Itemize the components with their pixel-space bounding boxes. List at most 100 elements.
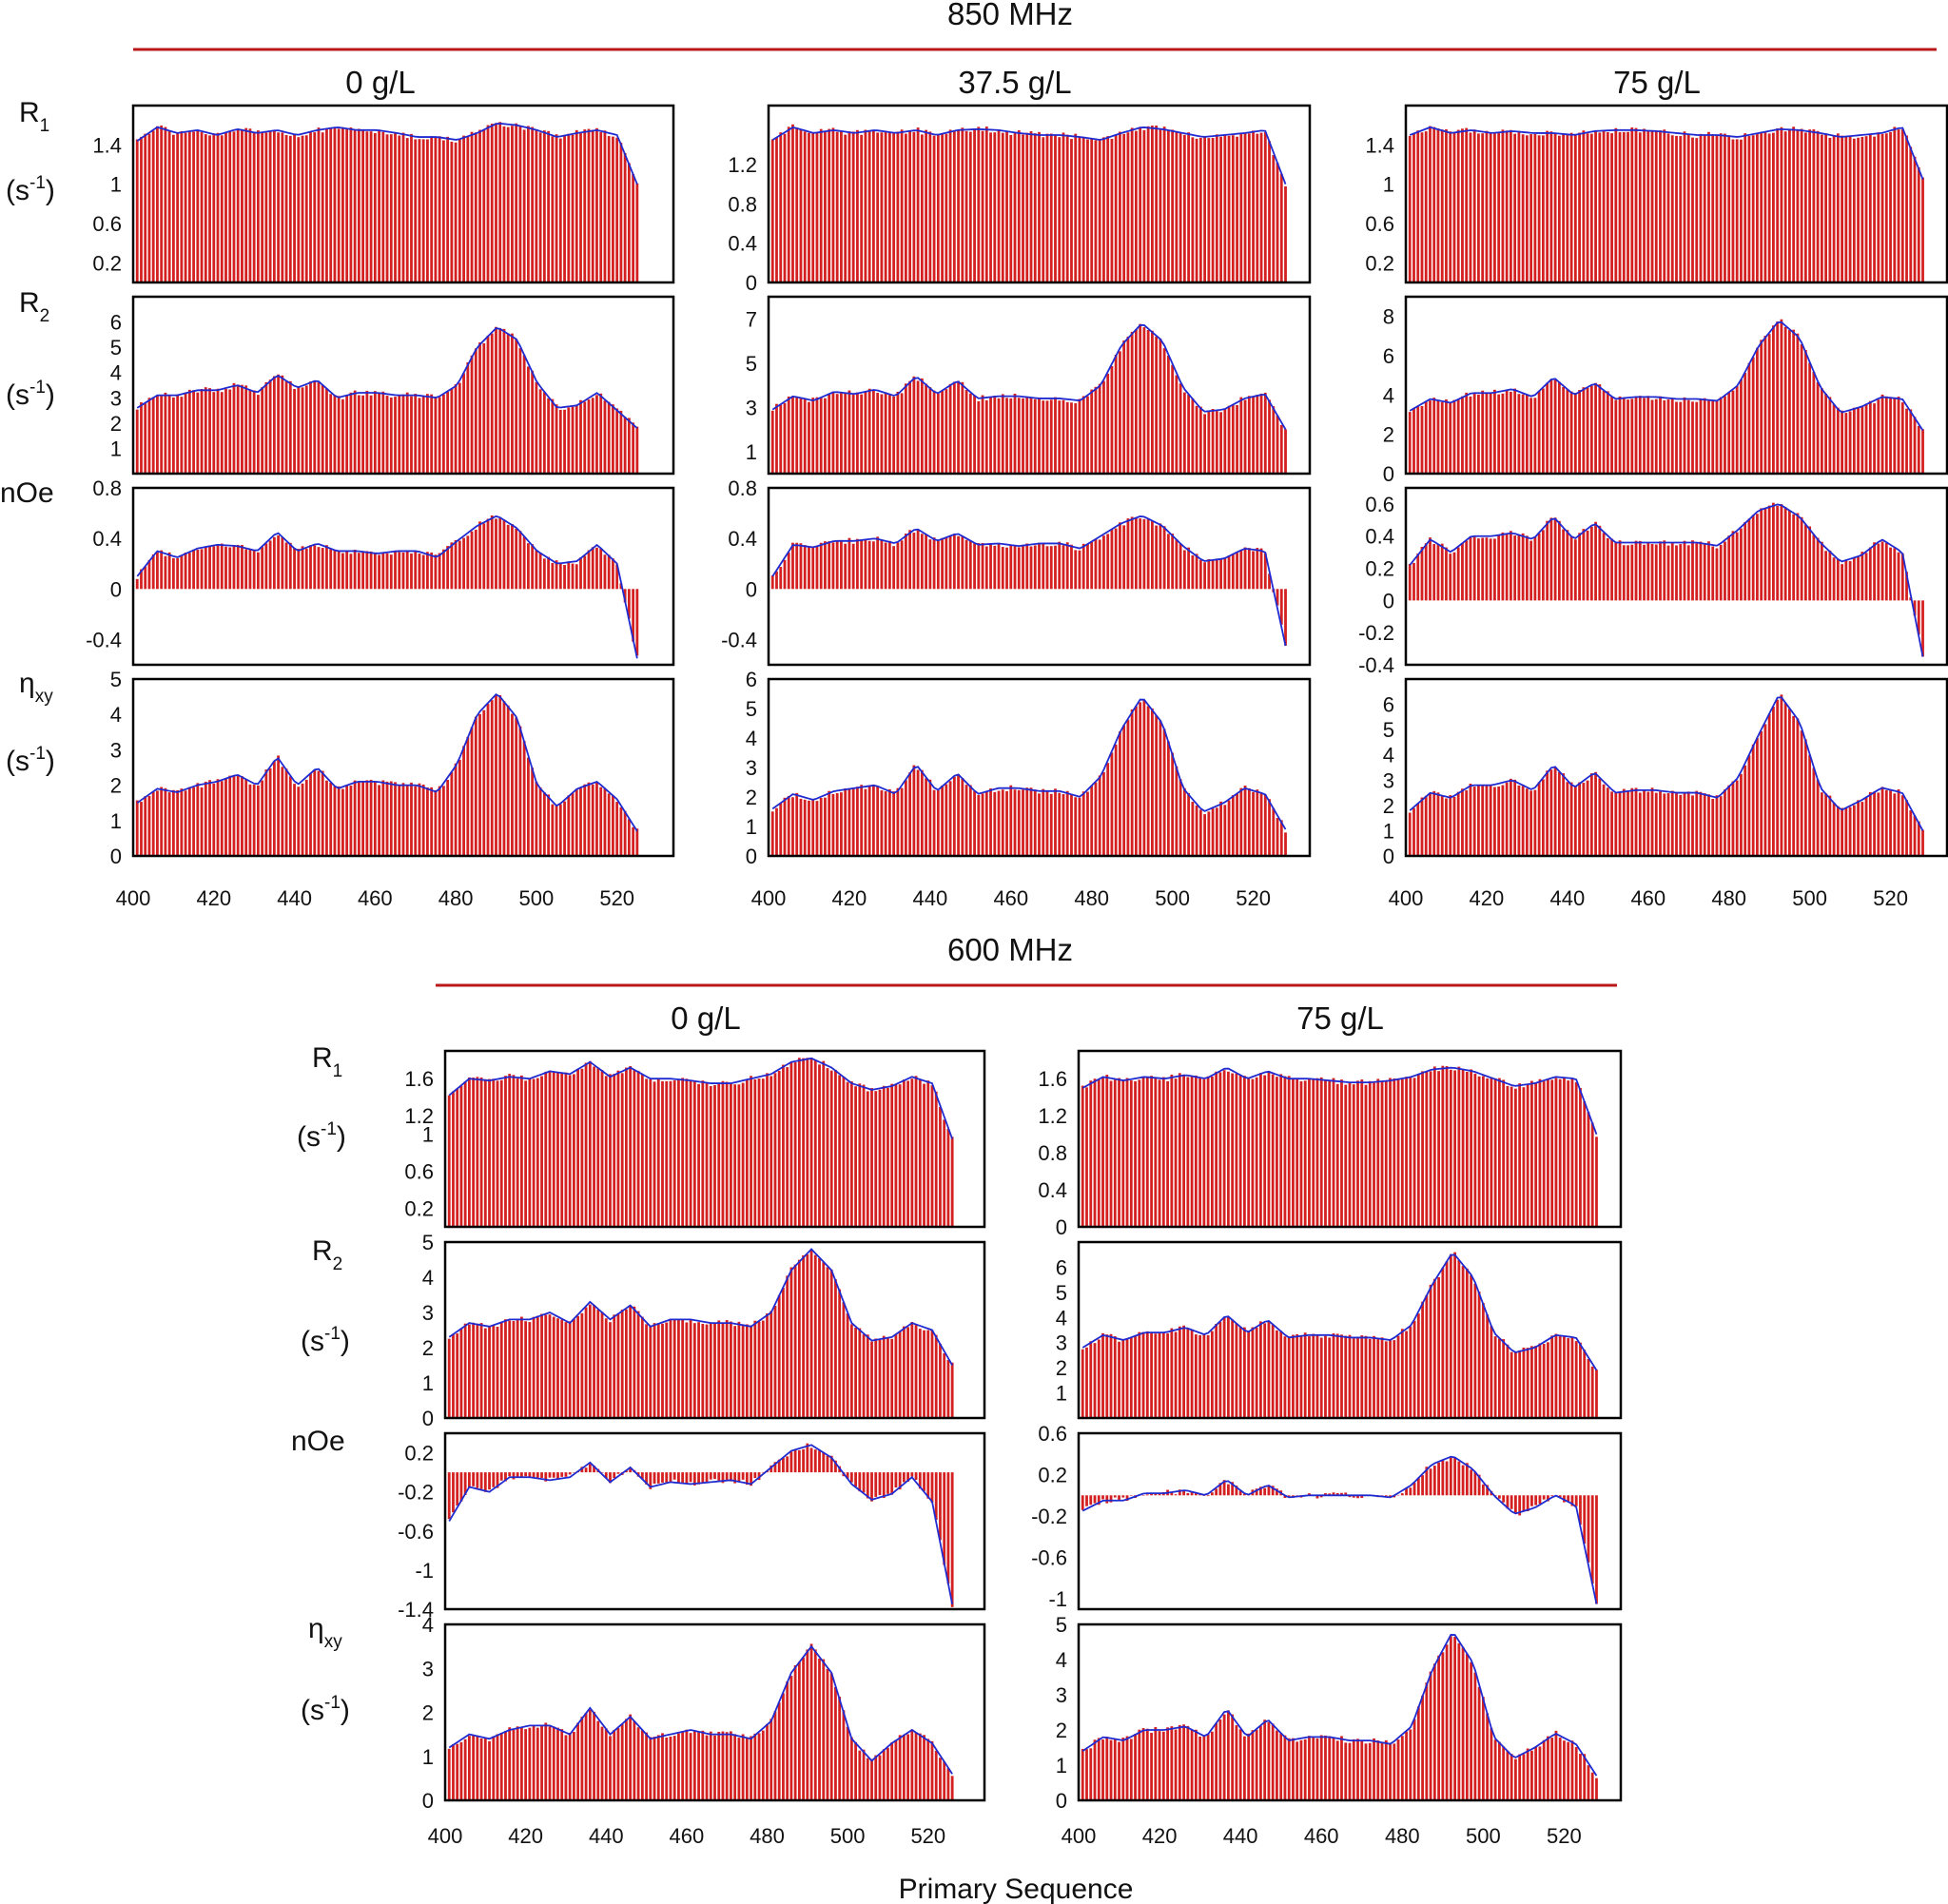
bar xyxy=(831,542,835,590)
bar xyxy=(1186,1328,1190,1418)
bar xyxy=(478,129,481,282)
bar xyxy=(948,535,952,590)
bar xyxy=(1868,133,1872,282)
bar xyxy=(989,132,992,282)
bar xyxy=(495,694,497,856)
bar xyxy=(1062,545,1065,590)
bar xyxy=(1563,1077,1566,1227)
bar xyxy=(1186,1493,1190,1496)
bar xyxy=(802,1448,805,1473)
bar xyxy=(1735,385,1739,474)
bar xyxy=(936,539,940,590)
bar xyxy=(558,138,562,282)
bar xyxy=(261,387,264,474)
bar xyxy=(745,1079,749,1227)
bar xyxy=(635,589,639,656)
bar xyxy=(627,418,631,474)
bar xyxy=(200,132,204,282)
bar xyxy=(498,122,502,282)
bar xyxy=(943,1761,946,1800)
bar xyxy=(580,1467,584,1473)
bar xyxy=(653,1323,656,1418)
bar xyxy=(854,1086,857,1227)
bar xyxy=(908,530,912,590)
bar xyxy=(345,128,349,282)
bar xyxy=(1328,1337,1332,1418)
bar xyxy=(135,578,139,590)
bar xyxy=(1174,1494,1178,1496)
bar xyxy=(160,126,164,282)
bar xyxy=(692,1080,696,1227)
bar xyxy=(846,1081,849,1227)
bar xyxy=(1198,809,1202,856)
bar xyxy=(1175,766,1179,856)
bar xyxy=(1408,412,1412,474)
row-label-850-r1: R1 (s-1) xyxy=(6,97,55,206)
bar xyxy=(1215,1722,1218,1800)
y-tick-label: 6 xyxy=(1056,1255,1067,1279)
bar xyxy=(1170,1492,1174,1496)
bar xyxy=(542,558,546,590)
bar xyxy=(941,537,944,590)
bar xyxy=(1368,1338,1372,1418)
bar xyxy=(1666,793,1670,856)
bar xyxy=(583,401,587,474)
bar xyxy=(518,531,522,590)
bar xyxy=(1175,375,1179,474)
y-tick-label: 1.4 xyxy=(92,133,122,157)
bar xyxy=(1683,131,1686,282)
bar xyxy=(171,789,175,856)
bar xyxy=(192,550,195,590)
bar xyxy=(968,131,972,282)
bar xyxy=(212,392,216,474)
bar xyxy=(180,788,184,856)
y-tick-label: 8 xyxy=(1383,305,1394,329)
bar xyxy=(1715,795,1719,856)
bar xyxy=(928,539,932,590)
bar xyxy=(1409,1078,1412,1227)
x-tick-label: 420 xyxy=(196,886,231,910)
bar xyxy=(1393,1340,1396,1418)
bar xyxy=(1151,521,1154,590)
bar xyxy=(490,515,494,590)
bar xyxy=(1864,553,1868,601)
bar xyxy=(1530,1346,1533,1418)
bar xyxy=(1130,709,1134,856)
bar xyxy=(527,543,530,590)
bar xyxy=(1045,133,1049,282)
bar xyxy=(1913,417,1917,474)
bar xyxy=(1376,1078,1380,1227)
bar xyxy=(898,1331,902,1418)
bar xyxy=(1356,1336,1359,1418)
bar xyxy=(1477,133,1480,282)
bar xyxy=(1470,1469,1473,1496)
bar xyxy=(1860,136,1864,282)
y-tick-label: 0 xyxy=(746,577,757,601)
y-tick-label: 0.6 xyxy=(1038,1422,1067,1446)
bar xyxy=(232,382,236,474)
bar xyxy=(1457,1066,1461,1227)
bar xyxy=(474,132,477,282)
bar xyxy=(147,133,151,282)
bar xyxy=(309,381,312,474)
bar xyxy=(1276,415,1279,474)
bar xyxy=(446,136,450,282)
bar xyxy=(575,788,578,856)
bar xyxy=(1408,563,1412,601)
panel-frame xyxy=(131,295,675,476)
bar xyxy=(1207,811,1211,856)
bar xyxy=(1526,1748,1529,1800)
bar xyxy=(365,390,369,474)
bar xyxy=(615,564,619,590)
y-tick-label: 1.2 xyxy=(404,1104,434,1128)
bar xyxy=(1295,1495,1299,1496)
bar xyxy=(1139,126,1142,282)
bar xyxy=(1857,137,1860,282)
bar xyxy=(1880,541,1884,601)
bar xyxy=(483,1328,487,1418)
bar xyxy=(156,552,159,590)
bar xyxy=(789,1676,793,1800)
bar xyxy=(1135,329,1138,474)
bar xyxy=(867,787,871,856)
bar xyxy=(936,133,940,282)
